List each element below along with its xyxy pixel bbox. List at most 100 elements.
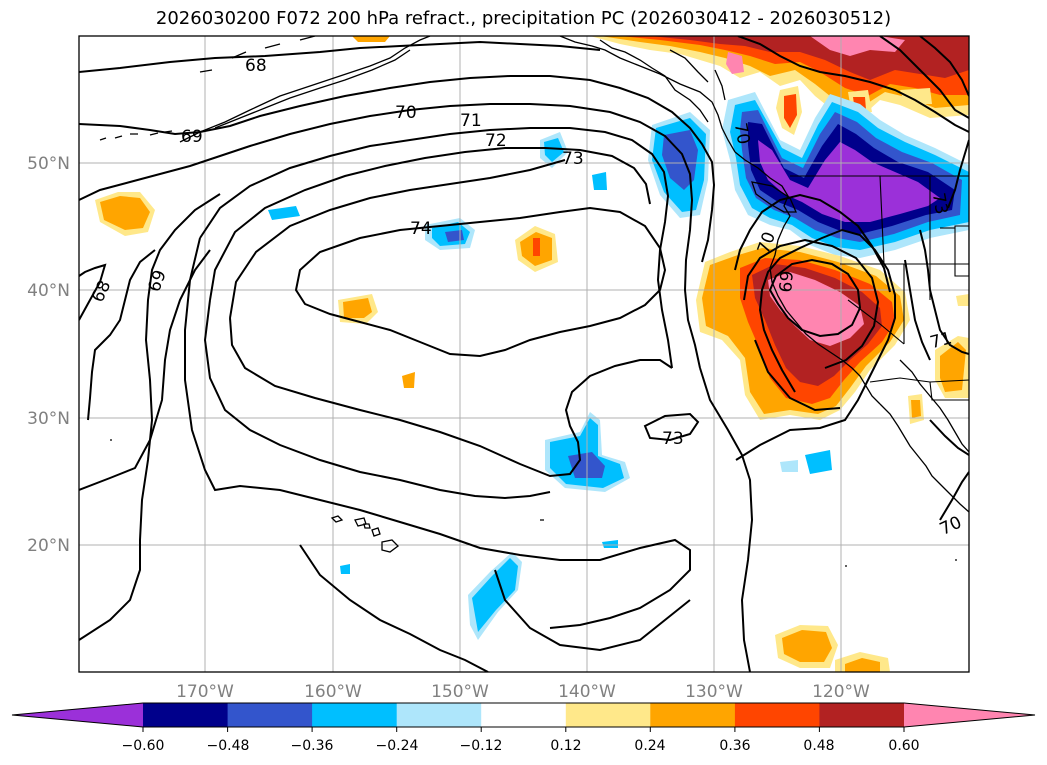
precip-area-south-cyan <box>472 558 518 632</box>
contour-73-ne <box>947 139 969 209</box>
gulf-of-alaska-coast <box>559 36 736 153</box>
precip-area-warm-patch3b <box>343 298 372 318</box>
colorbar-segment <box>819 703 905 727</box>
contour-72-south <box>203 299 551 500</box>
contour-label-70: 70 <box>395 103 417 123</box>
baja-coast <box>879 403 969 513</box>
lon-label-120w: 120°W <box>812 682 870 702</box>
colorbar-segment <box>565 703 651 727</box>
contour-68-north <box>79 40 601 73</box>
precip-area-warm-patch1b <box>100 196 150 230</box>
contour-label-70-nw: 70 <box>730 121 753 146</box>
contour-east-6 <box>754 339 841 412</box>
contour-69-southwest <box>79 193 221 641</box>
colorbar: −0.60 −0.48 −0.36 −0.24 −0.12 0.12 0.24 … <box>11 702 1036 754</box>
mexico-border-2 <box>929 381 969 401</box>
chart-title: 2026030200 F072 200 hPa refract., precip… <box>155 8 892 29</box>
colorbar-tick-label: −0.12 <box>460 738 503 754</box>
precip-area-133w-blue <box>662 130 698 190</box>
small-islands <box>110 439 957 567</box>
contour-east-3 <box>734 193 891 293</box>
precip-area-warm-patch2c <box>533 238 540 256</box>
precip-area-east-orange <box>940 342 966 392</box>
colorbar-extend-right <box>904 703 1035 727</box>
refractivity-contours <box>79 36 969 672</box>
colorbar-segment <box>650 703 736 727</box>
colorbar-segment <box>734 703 820 727</box>
precip-area-blue-patch2 <box>592 172 607 190</box>
contour-68-west <box>79 263 107 321</box>
contour-label-74: 74 <box>410 219 432 239</box>
precip-area-blue-patch5 <box>602 540 618 548</box>
hawaiian-islands <box>330 515 399 553</box>
aleutian-islands <box>99 130 173 141</box>
us-state-border-3 <box>847 299 905 345</box>
colorbar-extend-left <box>12 703 143 727</box>
lon-label-150w: 150°W <box>431 682 489 702</box>
colorbar-tick-label: 0.24 <box>634 738 665 754</box>
colorbar-segment <box>312 703 398 727</box>
contour-east-5 <box>743 238 880 369</box>
colorbar-segment <box>481 703 567 727</box>
precip-area-ne-pink <box>810 36 905 56</box>
contour-label-73: 73 <box>562 149 584 169</box>
precip-area-warm-patch8 <box>956 294 969 306</box>
northern-coast-details <box>599 39 726 123</box>
precip-area-warm-patch4 <box>402 372 415 388</box>
colorbar-segment <box>143 703 229 727</box>
mexico-coast <box>899 359 969 453</box>
colorbar-tick-label: 0.36 <box>719 738 750 754</box>
contour-69-north <box>79 75 716 263</box>
contour-label-72: 72 <box>485 131 507 151</box>
precip-area-east-lightblue <box>780 460 798 472</box>
contour-74 <box>294 206 667 358</box>
longitude-labels: 170°W 160°W 150°W 140°W 130°W 120°W <box>176 682 870 702</box>
precip-area-warm-patch7 <box>352 36 390 42</box>
contour-70-se <box>939 471 969 521</box>
precip-area-blue-patch1b <box>544 138 564 162</box>
precip-area-coast-orange3 <box>900 88 932 104</box>
lat-label-20n: 20°N <box>27 536 70 556</box>
lon-label-140w: 140°W <box>558 682 616 702</box>
colorbar-tick-label: 0.48 <box>803 738 834 754</box>
contour-east-7 <box>919 229 969 355</box>
gridlines <box>79 36 969 672</box>
colorbar-segments <box>143 703 905 727</box>
colorbar-tick-label: −0.60 <box>122 738 165 754</box>
lon-label-170w: 170°W <box>176 682 234 702</box>
contour-72 <box>209 147 651 301</box>
contour-nw-1 <box>737 36 969 133</box>
colorbar-segment <box>396 703 482 727</box>
precip-area-blue-patch6 <box>340 564 350 574</box>
colorbar-tick-label: −0.48 <box>207 738 250 754</box>
vancouver-island <box>751 181 797 213</box>
precip-area-warm-patch5b <box>782 630 832 662</box>
precip-area-nw-purple <box>758 140 940 222</box>
lat-label-50n: 50°N <box>27 154 70 174</box>
colorbar-segment <box>227 703 313 727</box>
state-box <box>954 225 969 277</box>
contour-71-loop <box>494 569 691 652</box>
contour-70 <box>79 103 701 369</box>
contour-label-68: 68 <box>245 56 267 76</box>
precip-area-coast-orange1b <box>784 94 797 128</box>
alaska-mainland-coast <box>199 36 316 73</box>
colorbar-ticks <box>142 727 905 732</box>
precip-area-warm-patch6b <box>845 658 880 672</box>
lat-label-40n: 40°N <box>27 281 70 301</box>
lat-label-30n: 30°N <box>27 409 70 429</box>
contour-73-inner <box>229 317 673 478</box>
contour-70-southbend <box>299 544 489 672</box>
precip-area-ne-pink2 <box>726 52 744 74</box>
contour-70-south <box>79 249 211 491</box>
latitude-labels: 50°N 40°N 30°N 20°N <box>27 154 70 556</box>
contour-east-1 <box>699 367 754 672</box>
colorbar-tick-label: 0.12 <box>550 738 581 754</box>
lon-label-160w: 160°W <box>304 682 362 702</box>
contour-label-73-ne: 73 <box>928 191 951 216</box>
contour-label-69-east: 69 <box>776 270 798 293</box>
precip-area-east-cyan <box>805 450 832 474</box>
contour-label-71: 71 <box>460 111 482 131</box>
us-mexico-border <box>869 377 969 383</box>
contour-71 <box>199 127 673 369</box>
